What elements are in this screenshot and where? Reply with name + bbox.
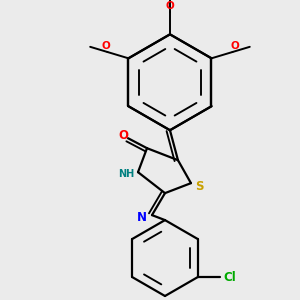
Text: Cl: Cl (224, 271, 236, 284)
Text: O: O (166, 2, 174, 11)
Text: S: S (195, 180, 203, 193)
Text: O: O (101, 41, 110, 51)
Text: N: N (137, 211, 147, 224)
Text: O: O (118, 129, 128, 142)
Text: NH: NH (118, 169, 134, 179)
Text: O: O (230, 41, 239, 51)
